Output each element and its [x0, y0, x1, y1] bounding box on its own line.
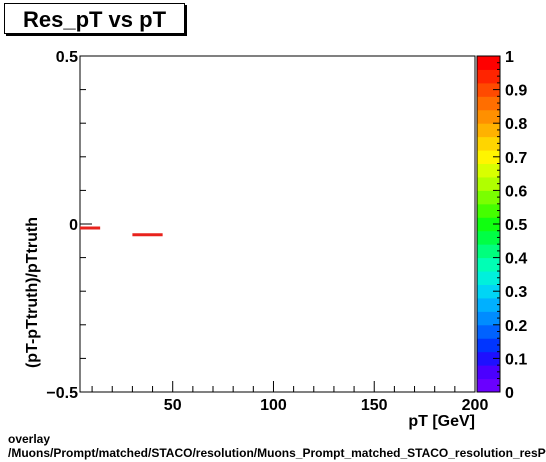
colorbar-cell — [477, 109, 500, 124]
colorbar-cell — [477, 271, 500, 285]
colorbar-cell — [477, 56, 500, 70]
y-tick-label: 0 — [69, 217, 78, 234]
colorbar-tick-label: 0.4 — [505, 251, 527, 268]
plot-frame — [79, 55, 476, 393]
colorbar: 0 0.1 0.2 0.3 0.4 0.5 0.6 0.7 0.8 0.9 1 — [476, 49, 527, 402]
colorbar-cell — [477, 150, 500, 165]
colorbar-cell — [477, 136, 500, 151]
x-axis: 50 100 150 200 — [91, 381, 489, 414]
colorbar-tick-label: 0.5 — [505, 217, 527, 234]
colorbar-cell — [477, 311, 500, 326]
footer: overlay /Muons/Prompt/matched/STACO/reso… — [8, 432, 546, 460]
colorbar-cell — [477, 217, 500, 232]
colorbar-tick-label: 0.7 — [505, 150, 527, 167]
colorbar-tick-label: 0.3 — [505, 284, 527, 301]
footer-line-2: /Muons/Prompt/matched/STACO/resolution/M… — [8, 446, 546, 460]
chart-title: Res_pT vs pT — [22, 7, 167, 32]
colorbar-cell — [477, 96, 500, 111]
colorbar-cell — [477, 163, 500, 178]
colorbar-tick-label: 0.8 — [505, 116, 527, 133]
x-tick-label: 150 — [361, 397, 388, 414]
colorbar-cell — [477, 338, 500, 353]
footer-line-1: overlay — [8, 432, 51, 446]
colorbar-tick-label: 0.6 — [505, 183, 527, 200]
colorbar-cell — [477, 378, 500, 393]
colorbar-cell — [477, 123, 500, 138]
y-axis: −0.5 0 0.5 — [46, 49, 92, 402]
y-axis-label: (pT-pTtruth)/pTtruth — [24, 217, 41, 368]
colorbar-cell — [477, 257, 500, 272]
colorbar-cell — [477, 244, 500, 259]
y-tick-label: −0.5 — [46, 385, 78, 402]
chart-title-box: Res_pT vs pT — [4, 3, 185, 34]
colorbar-tick-label: 0.1 — [505, 351, 527, 368]
colorbar-cell — [477, 284, 500, 299]
x-axis-label: pT [GeV] — [408, 413, 475, 430]
colorbar-tick-label: 0.2 — [505, 318, 527, 335]
colorbar-cell — [477, 297, 500, 312]
colorbar-tick-label: 0.9 — [505, 83, 527, 100]
colorbar-cell — [477, 365, 500, 380]
colorbar-tick-label: 0 — [505, 385, 514, 402]
colorbar-cell — [477, 176, 500, 191]
colorbar-tick-label: 1 — [505, 49, 514, 66]
colorbar-cell — [477, 351, 500, 366]
colorbar-cell — [477, 69, 500, 84]
x-tick-label: 50 — [164, 397, 182, 414]
y-tick-label: 0.5 — [56, 49, 78, 66]
colorbar-cell — [477, 190, 500, 205]
x-tick-label: 100 — [260, 397, 287, 414]
colorbar-cell — [477, 230, 500, 245]
data-series — [80, 226, 163, 237]
colorbar-cell — [477, 82, 500, 97]
colorbar-cell — [477, 203, 500, 218]
colorbar-cell — [477, 324, 500, 339]
x-tick-label: 200 — [462, 397, 489, 414]
